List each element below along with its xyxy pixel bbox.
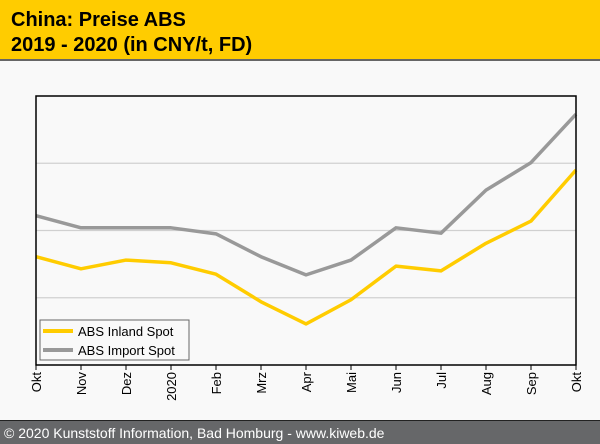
gridlines [36,162,576,299]
x-tick-label: Mai [344,372,359,393]
x-tick-label: Sep [524,372,539,395]
legend-label-import: ABS Import Spot [78,343,175,358]
x-tick-label: Dez [119,372,134,395]
series-line-inland [35,168,578,326]
x-tick-label: Feb [209,372,224,394]
x-tick-label: Jul [434,372,449,389]
x-tick-label: 2020 [164,372,179,401]
series-line-import [35,112,578,277]
legend-box [39,319,190,361]
x-tick-label: Aug [479,372,494,395]
x-axis: Okt Nov Dez 2020 Feb Mrz Apr Mai Jun Jul Aug Sep Okt [29,365,584,401]
x-tick-label: Apr [299,371,314,392]
footer-bar: © 2020 Kunststoff Information, Bad Hombu… [0,420,600,444]
series-lines [35,112,578,326]
chart-subtitle: 2019 - 2020 (in CNY/t, FD) [11,34,253,56]
x-tick-label: Nov [74,372,89,396]
legend: ABS Inland Spot ABS Import Spot [39,319,190,361]
header-bar: China: Preise ABS 2019 - 2020 (in CNY/t,… [0,0,600,61]
x-tick-label: Jun [389,372,404,393]
x-tick-label: Mrz [254,372,269,394]
x-tick-label: Okt [29,372,44,393]
legend-label-inland: ABS Inland Spot [78,324,174,339]
x-tick-label: Okt [569,372,584,393]
chart-title: China: Preise ABS [11,9,186,31]
copyright-text: © 2020 Kunststoff Information, Bad Hombu… [4,425,385,441]
